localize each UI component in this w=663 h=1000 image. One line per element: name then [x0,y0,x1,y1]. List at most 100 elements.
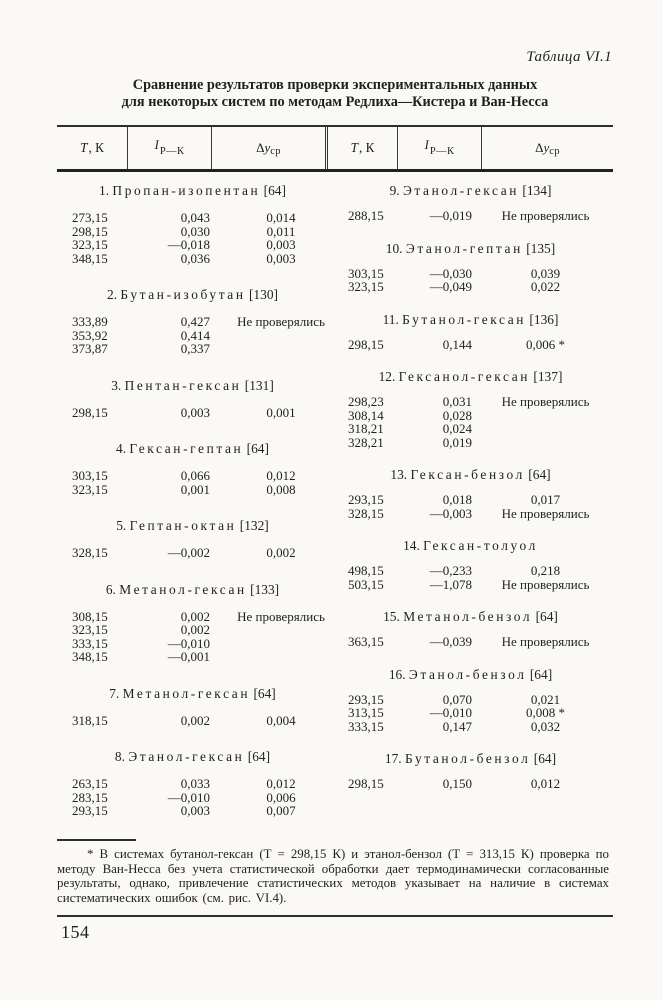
deviation-value: Не проверялись [501,394,590,409]
table-right-column: 9. Этанол-гексан [134] 288,15 —0,019 Не про… [328,168,613,818]
table-row: 293,15 0,070 0,021 [328,691,613,707]
criterion-value: 0,030 [180,223,210,239]
table-header-row: Т, К I Р—К Δy ср Т, К I Р—К Δy ср [57,125,613,172]
header-temperature-left: Т, К [57,127,128,169]
footnote-text: * В системах бутанол-гексан (Т = 298,15 … [57,847,609,906]
reference-number: [64] [244,749,271,764]
reference-number: [64] [526,666,553,682]
deviation-value: 0,002 [266,545,296,560]
header-temperature-right: Т, К [328,127,398,169]
deviation-value: Не проверялись [501,634,590,649]
system-name: Этанол-гептан [405,240,523,256]
reference-number: [64] [243,441,269,456]
table-row: 323,15 —0,018 0,003 [57,238,328,252]
table-left-column: 1. Пропан-изопентан [64] 273,15 0,043 0,014… [57,168,328,818]
criterion-value: 0,003 [180,404,210,420]
temperature-value: 288,15 [348,208,384,223]
table-row: 323,15 —0,049 0,022 [328,280,613,294]
system-name: Метанол-гексан [119,581,247,597]
criterion-value: 0,024 [442,421,472,436]
system-block: 14. Гексан-толуол 498,15 —0,233 0,218 503,15… [328,539,613,591]
table-row: 283,15 —0,010 0,006 [57,790,328,805]
deviation-value: 0,014 [266,210,296,225]
criterion-value: 0,018 [442,492,472,507]
deviation-value [472,436,613,450]
system-number: 2. [107,287,121,302]
system-title: 11. Бутанол-гексан [136] [328,311,613,327]
system-title: 6. Метанол-гексан [133] [57,581,328,597]
deviation-subscript: ср [549,145,560,157]
criterion-value: —0,010 [167,635,210,651]
temperature-symbol: Т [350,140,358,155]
system-name: Бутанол-гексан [402,311,527,327]
table-title: Сравнение результатов проверки экспериме… [57,77,613,110]
temperature-value: 308,15 [72,608,108,624]
system-title: 8. Этанол-гексан [64] [57,750,328,764]
system-title: 10. Этанол-гептан [135] [328,240,613,256]
table-row: 303,15 —0,030 0,039 [328,266,613,281]
criterion-value: 0,066 [180,468,210,483]
system-block: 10. Этанол-гептан [135] 303,15 —0,030 0,039… [328,240,613,294]
system-name: Метанол-бензол [403,609,533,624]
criterion-value: —0,001 [167,649,210,664]
criterion-symbol: I [424,137,429,152]
criterion-value: 0,337 [180,341,210,356]
criterion-value: 0,036 [180,250,210,266]
table-row: 293,15 0,003 0,007 [57,804,328,818]
deviation-symbol: Δy [256,140,270,156]
table-row: 318,15 0,002 0,004 [57,712,328,728]
temperature-value: 303,15 [72,468,108,483]
deviation-value: 0,032 [530,718,561,734]
temperature-value: 333,89 [72,314,108,329]
temperature-value: 298,15 [348,336,384,352]
system-title: 17. Бутанол-бензол [64] [328,752,613,766]
system-name: Бутанол-бензол [405,751,531,766]
criterion-value: —0,010 [429,705,472,720]
table-row: 288,15 —0,019 Не проверялись [328,209,613,223]
table-title-line2: для некоторых систем по методам Редлиха—… [121,93,549,110]
criterion-value: 0,144 [442,336,472,352]
temperature-value: 298,15 [72,223,108,239]
system-name: Гексан-толуол [423,538,538,553]
criterion-value: 0,031 [442,394,472,409]
system-block: 5. Гептан-октан [132] 328,15 —0,002 0,002 [57,519,328,560]
system-name: Гексанол-гексан [398,369,531,384]
table-row: 353,92 0,414 [57,328,328,343]
deviation-value: Не проверялись [237,314,325,329]
temperature-value: 363,15 [348,634,384,649]
reference-number: [135] [522,240,556,256]
criterion-value: 0,070 [442,691,472,707]
table-row: 328,21 0,019 [328,435,613,450]
system-title: 16. Этанол-бензол [64] [328,666,613,682]
table-row: 328,15 —0,003 Не проверялись [328,505,613,521]
table-row: 348,15 —0,001 [57,650,328,664]
deviation-value: 0,003 [266,237,296,252]
temperature-value: 293,15 [348,691,384,707]
criterion-value: 0,002 [180,712,210,728]
system-number: 6. [105,581,120,597]
system-name: Бутан-изобутан [120,287,246,302]
table-row: 318,21 0,024 [328,422,613,436]
system-title: 3. Пентан-гексан [131] [57,378,328,393]
deviation-value [210,637,328,651]
system-block: 3. Пентан-гексан [131] 298,15 0,003 0,001 [57,378,328,420]
deviation-value: Не проверялись [237,608,325,624]
temperature-value: 373,87 [72,341,108,356]
reference-number: [64] [260,183,286,198]
table-row: 328,15 —0,002 0,002 [57,546,328,560]
y-glyph: y [264,140,271,155]
system-name: Пропан-изопентан [112,183,261,198]
system-number: 4. [116,441,130,456]
system-number: 8. [114,749,129,764]
criterion-value: —0,003 [429,505,472,521]
page-bottom-rule [57,915,613,917]
temperature-value: 498,15 [348,563,384,578]
reference-number: [130] [245,287,278,302]
reference-number: [64] [530,751,557,766]
table-row: 293,15 0,018 0,017 [328,493,613,507]
table-row: 263,15 0,033 0,012 [57,777,328,791]
delta-glyph: Δ [535,140,544,155]
system-name: Метанол-гексан [122,685,251,701]
criterion-value: —0,018 [167,237,210,252]
system-block: 2. Бутан-изобутан [130] 333,89 0,427 Не про… [57,288,328,356]
